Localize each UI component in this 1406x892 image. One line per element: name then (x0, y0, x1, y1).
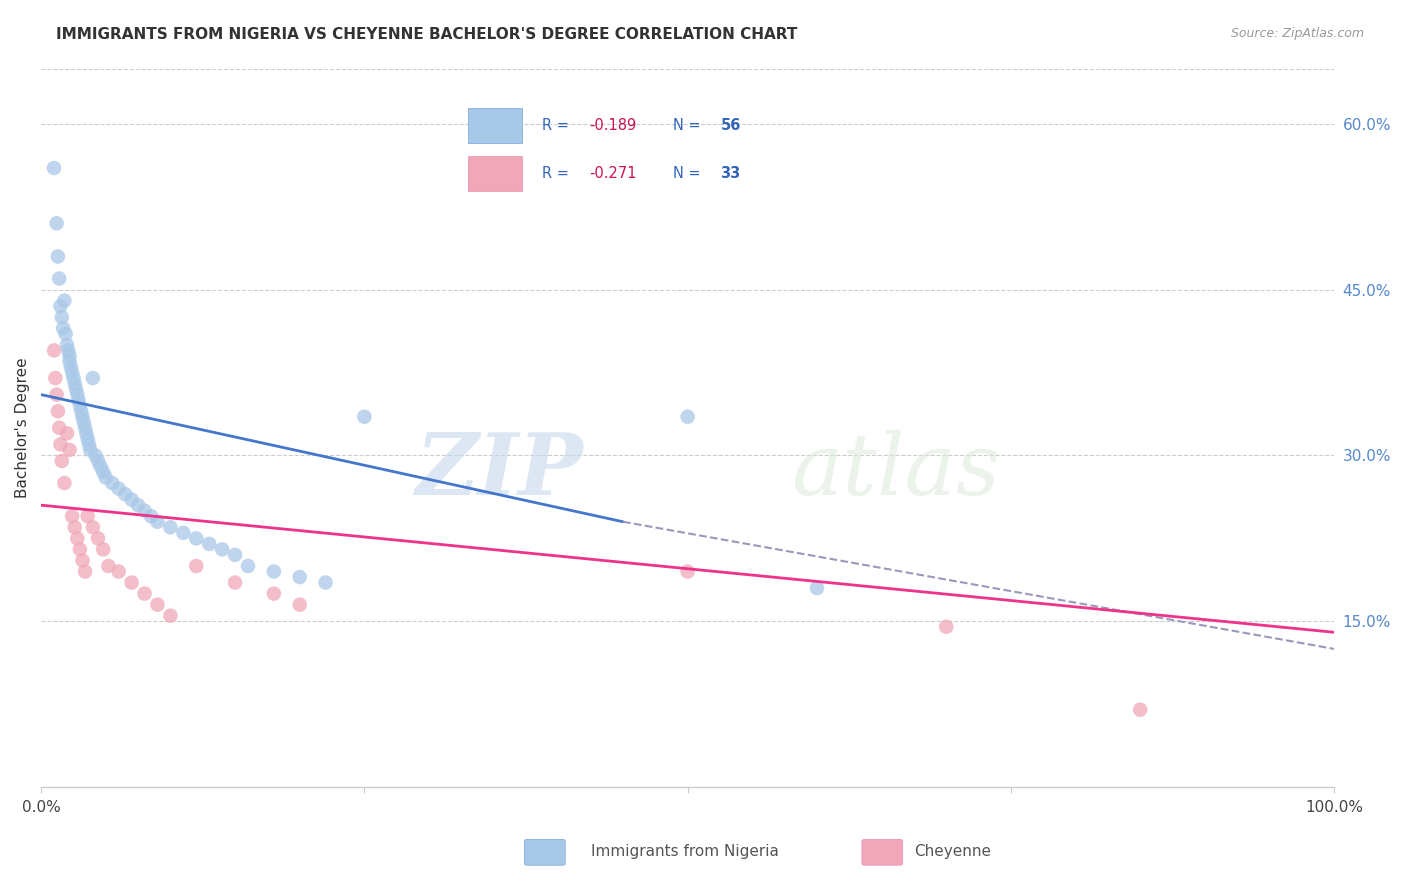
Point (46, 249, 69, 263)
Point (87, 454, 110, 468)
Point (82, 371, 104, 385)
Point (353, 409, 375, 424)
Text: Source: ZipAtlas.com: Source: ZipAtlas.com (1230, 27, 1364, 40)
Point (263, 586, 285, 600)
Point (48, 421, 70, 435)
Point (1129, 703, 1152, 717)
Point (69, 399, 91, 413)
Point (114, 487, 136, 501)
Point (676, 409, 699, 424)
Point (72, 409, 94, 424)
Point (63, 520, 86, 534)
Point (73, 415, 96, 429)
Point (76, 432, 98, 446)
Point (69, 542, 91, 557)
Text: atlas: atlas (792, 430, 1000, 512)
Point (211, 542, 233, 557)
Point (75, 565, 97, 579)
Point (65, 382, 87, 396)
Point (134, 504, 156, 518)
Point (52, 321, 75, 335)
Point (45, 387, 67, 401)
Point (77, 437, 100, 451)
Point (134, 586, 156, 600)
Point (53, 476, 76, 491)
Point (146, 598, 169, 612)
Point (121, 492, 143, 507)
Point (59, 359, 82, 374)
Point (62, 371, 84, 385)
Point (70, 404, 93, 418)
Point (58, 349, 80, 363)
Point (91, 465, 114, 479)
Point (58, 354, 80, 368)
Point (224, 548, 246, 562)
Point (56, 426, 79, 441)
Point (60, 366, 83, 380)
Point (51, 454, 73, 468)
Point (91, 542, 114, 557)
Point (107, 565, 129, 579)
Point (82, 520, 104, 534)
Point (127, 498, 149, 512)
Point (172, 525, 194, 540)
Point (159, 608, 181, 623)
Point (101, 476, 124, 491)
Point (58, 343, 80, 358)
Point (97, 558, 120, 573)
Point (107, 482, 129, 496)
Point (288, 598, 311, 612)
Point (42, 161, 65, 175)
Point (75, 426, 97, 441)
Point (45, 216, 67, 230)
Point (676, 565, 699, 579)
Text: Immigrants from Nigeria: Immigrants from Nigeria (591, 845, 779, 859)
Point (84, 449, 107, 463)
Point (55, 326, 77, 341)
Point (806, 581, 828, 595)
Point (79, 442, 101, 457)
Point (288, 570, 311, 584)
Point (94, 470, 117, 484)
Point (56, 338, 79, 352)
Point (66, 387, 89, 401)
Point (53, 293, 76, 308)
Point (90, 459, 112, 474)
Point (146, 515, 169, 529)
Point (186, 558, 208, 573)
Point (186, 532, 208, 546)
Point (236, 558, 259, 573)
Point (315, 575, 337, 590)
Text: ZIP: ZIP (416, 429, 585, 513)
Point (159, 520, 181, 534)
Text: Cheyenne: Cheyenne (914, 845, 991, 859)
Point (42, 343, 65, 358)
Y-axis label: Bachelor's Degree: Bachelor's Degree (15, 358, 30, 498)
Point (44, 371, 66, 385)
Point (63, 376, 86, 391)
Point (60, 509, 83, 524)
Point (49, 437, 72, 451)
Point (46, 404, 69, 418)
Point (66, 532, 89, 546)
Point (76, 509, 98, 524)
Point (67, 393, 90, 408)
Point (87, 532, 110, 546)
Point (72, 553, 94, 567)
Text: IMMIGRANTS FROM NIGERIA VS CHEYENNE BACHELOR'S DEGREE CORRELATION CHART: IMMIGRANTS FROM NIGERIA VS CHEYENNE BACH… (56, 27, 797, 42)
Point (48, 271, 70, 285)
Point (198, 537, 221, 551)
Point (263, 565, 285, 579)
Point (935, 620, 957, 634)
Point (139, 509, 162, 524)
Point (75, 421, 97, 435)
Point (49, 299, 72, 313)
Point (58, 442, 80, 457)
Point (121, 575, 143, 590)
Point (51, 310, 73, 325)
Point (224, 575, 246, 590)
